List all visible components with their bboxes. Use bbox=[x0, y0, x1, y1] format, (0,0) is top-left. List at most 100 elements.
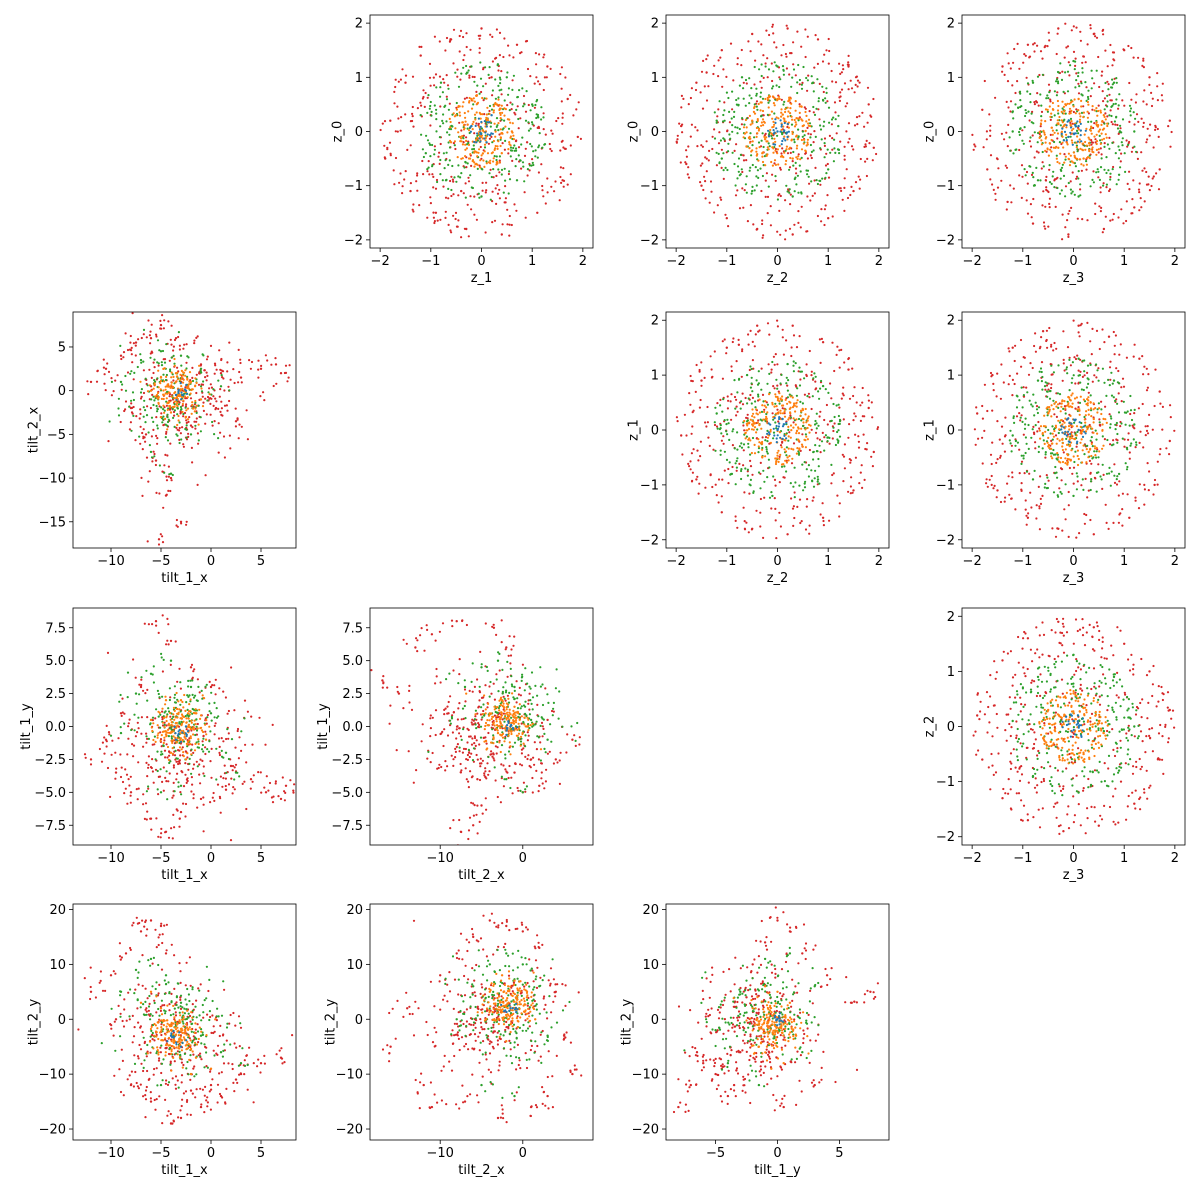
point-green bbox=[1091, 77, 1094, 80]
point-green bbox=[748, 94, 751, 97]
point-red bbox=[427, 160, 430, 163]
point-green bbox=[1012, 416, 1015, 420]
point-green bbox=[1110, 114, 1113, 118]
point-red bbox=[187, 420, 190, 423]
point-red bbox=[540, 163, 543, 166]
point-red bbox=[741, 350, 744, 353]
point-red bbox=[218, 395, 221, 398]
point-green bbox=[466, 127, 469, 130]
point-green bbox=[1028, 165, 1031, 168]
point-green bbox=[1040, 115, 1043, 118]
point-red bbox=[720, 198, 723, 201]
point-orange bbox=[1095, 107, 1098, 110]
point-red bbox=[1075, 445, 1078, 448]
point-red bbox=[723, 469, 726, 472]
point-green bbox=[1014, 103, 1017, 106]
point-orange bbox=[771, 403, 774, 406]
point-orange bbox=[743, 419, 746, 423]
point-green bbox=[1022, 142, 1025, 145]
point-red bbox=[1104, 49, 1107, 52]
point-red bbox=[806, 126, 809, 129]
point-red bbox=[1048, 326, 1051, 330]
point-orange bbox=[508, 143, 511, 146]
point-red bbox=[804, 152, 807, 155]
x-tick-label: 2 bbox=[1171, 254, 1179, 269]
point-red bbox=[833, 369, 836, 373]
point-red bbox=[1072, 482, 1075, 485]
point-green bbox=[814, 444, 817, 447]
data-point-red bbox=[274, 363, 278, 366]
point-green bbox=[1073, 421, 1076, 424]
point-green bbox=[787, 379, 790, 382]
point-orange bbox=[747, 427, 751, 431]
point-red bbox=[201, 383, 205, 386]
point-red bbox=[793, 516, 796, 520]
point-green bbox=[1090, 87, 1093, 90]
point-red bbox=[731, 465, 734, 469]
point-red bbox=[550, 129, 553, 132]
point-red bbox=[1128, 457, 1131, 460]
point-green bbox=[817, 97, 821, 100]
point-green bbox=[718, 162, 721, 165]
point-green bbox=[775, 427, 778, 430]
point-red bbox=[449, 179, 452, 183]
point-red bbox=[1003, 435, 1007, 438]
point-green bbox=[515, 158, 518, 161]
point-red bbox=[1038, 507, 1041, 510]
point-red bbox=[1082, 105, 1085, 108]
point-red bbox=[734, 519, 737, 523]
point-red bbox=[1108, 366, 1112, 369]
point-red bbox=[379, 128, 382, 132]
point-orange bbox=[794, 109, 797, 112]
y-tick-label: −1 bbox=[640, 478, 659, 493]
point-red bbox=[869, 114, 872, 117]
point-red bbox=[755, 100, 759, 103]
data-point-orange bbox=[786, 456, 789, 459]
point-green bbox=[1084, 81, 1087, 84]
point-orange bbox=[789, 395, 792, 398]
point-orange bbox=[791, 457, 794, 460]
data-point-red bbox=[821, 341, 825, 344]
point-red bbox=[559, 175, 562, 179]
point-orange bbox=[512, 138, 516, 141]
point-red bbox=[215, 400, 218, 403]
point-orange bbox=[479, 113, 482, 116]
point-red bbox=[491, 60, 494, 63]
y-tick-label: 1 bbox=[651, 369, 659, 384]
point-red bbox=[1050, 343, 1053, 346]
point-red bbox=[857, 440, 861, 443]
point-blue bbox=[786, 122, 789, 126]
point-green bbox=[500, 88, 503, 91]
point-orange bbox=[457, 105, 460, 108]
point-green bbox=[750, 376, 753, 379]
point-orange bbox=[1062, 112, 1065, 115]
point-green bbox=[1077, 71, 1080, 74]
point-green bbox=[210, 393, 213, 396]
data-point-green bbox=[189, 433, 193, 436]
point-red bbox=[1119, 127, 1122, 130]
point-red bbox=[806, 230, 809, 233]
data-point-red bbox=[404, 81, 407, 84]
point-red bbox=[226, 370, 229, 373]
point-red bbox=[572, 114, 575, 117]
point-red bbox=[541, 189, 544, 192]
point-green bbox=[498, 76, 501, 79]
point-red bbox=[263, 399, 266, 402]
point-green bbox=[124, 374, 127, 378]
point-green bbox=[447, 163, 450, 166]
point-red bbox=[1121, 492, 1124, 495]
data-point-red bbox=[725, 217, 728, 220]
point-orange bbox=[508, 118, 511, 121]
point-green bbox=[207, 391, 210, 394]
point-red bbox=[838, 406, 841, 409]
point-red bbox=[1099, 423, 1102, 426]
point-red bbox=[775, 537, 778, 540]
point-green bbox=[445, 151, 448, 154]
x-tick-label: −2 bbox=[667, 554, 686, 569]
point-green bbox=[750, 192, 753, 195]
point-red bbox=[1031, 110, 1034, 113]
point-red bbox=[1038, 132, 1041, 136]
point-green bbox=[727, 422, 730, 425]
point-red bbox=[1103, 142, 1106, 145]
point-red bbox=[394, 156, 398, 160]
